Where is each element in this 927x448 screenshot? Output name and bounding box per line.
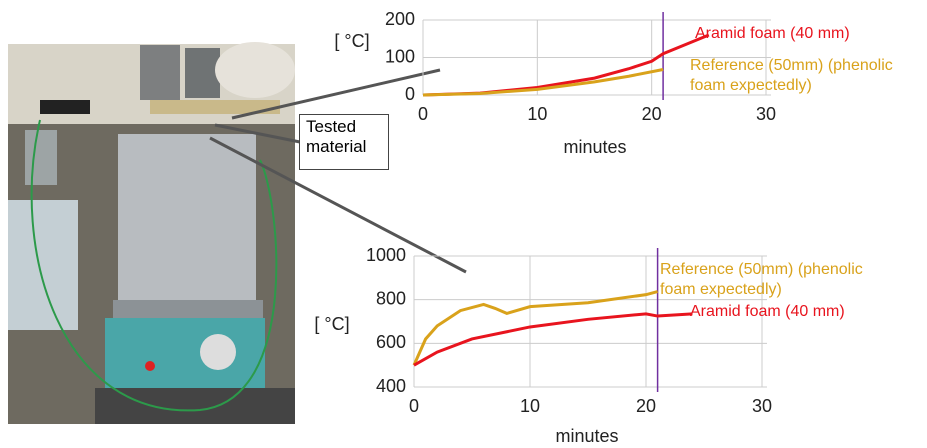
x-tick-label: 0	[409, 396, 419, 416]
x-tick-label: 10	[527, 104, 547, 124]
x-tick-label: 20	[636, 396, 656, 416]
series-line	[412, 290, 658, 366]
y-tick-label: 0	[405, 84, 415, 104]
arrows	[209, 68, 467, 274]
x-tick-label: 10	[520, 396, 540, 416]
y-tick-label: 400	[376, 376, 406, 396]
photo	[8, 42, 295, 424]
y-tick-label: 100	[385, 46, 415, 66]
x-axis-label: minutes	[555, 426, 618, 446]
legend-entry: Aramid foam (40 mm)	[695, 25, 850, 42]
legend-entry: Reference (50mm) (phenolic foam expected…	[690, 57, 893, 94]
x-axis-label: minutes	[563, 137, 626, 157]
y-axis-label: [ °C]	[334, 31, 369, 51]
series-line	[422, 68, 664, 97]
legend-entry: Aramid foam (40 mm)	[690, 303, 845, 320]
y-tick-label: 200	[385, 9, 415, 29]
y-tick-label: 600	[376, 332, 406, 352]
x-tick-label: 30	[756, 104, 776, 124]
annotation-box: Tested material	[299, 114, 389, 170]
y-tick-label: 800	[376, 288, 406, 308]
x-tick-label: 0	[418, 104, 428, 124]
y-tick-label: 1000	[366, 245, 406, 265]
x-tick-label: 20	[642, 104, 662, 124]
series-line	[413, 312, 693, 367]
x-tick-label: 30	[752, 396, 772, 416]
legend-entry: Reference (50mm) (phenolic foam expected…	[660, 261, 863, 298]
y-axis-label: [ °C]	[314, 314, 349, 334]
